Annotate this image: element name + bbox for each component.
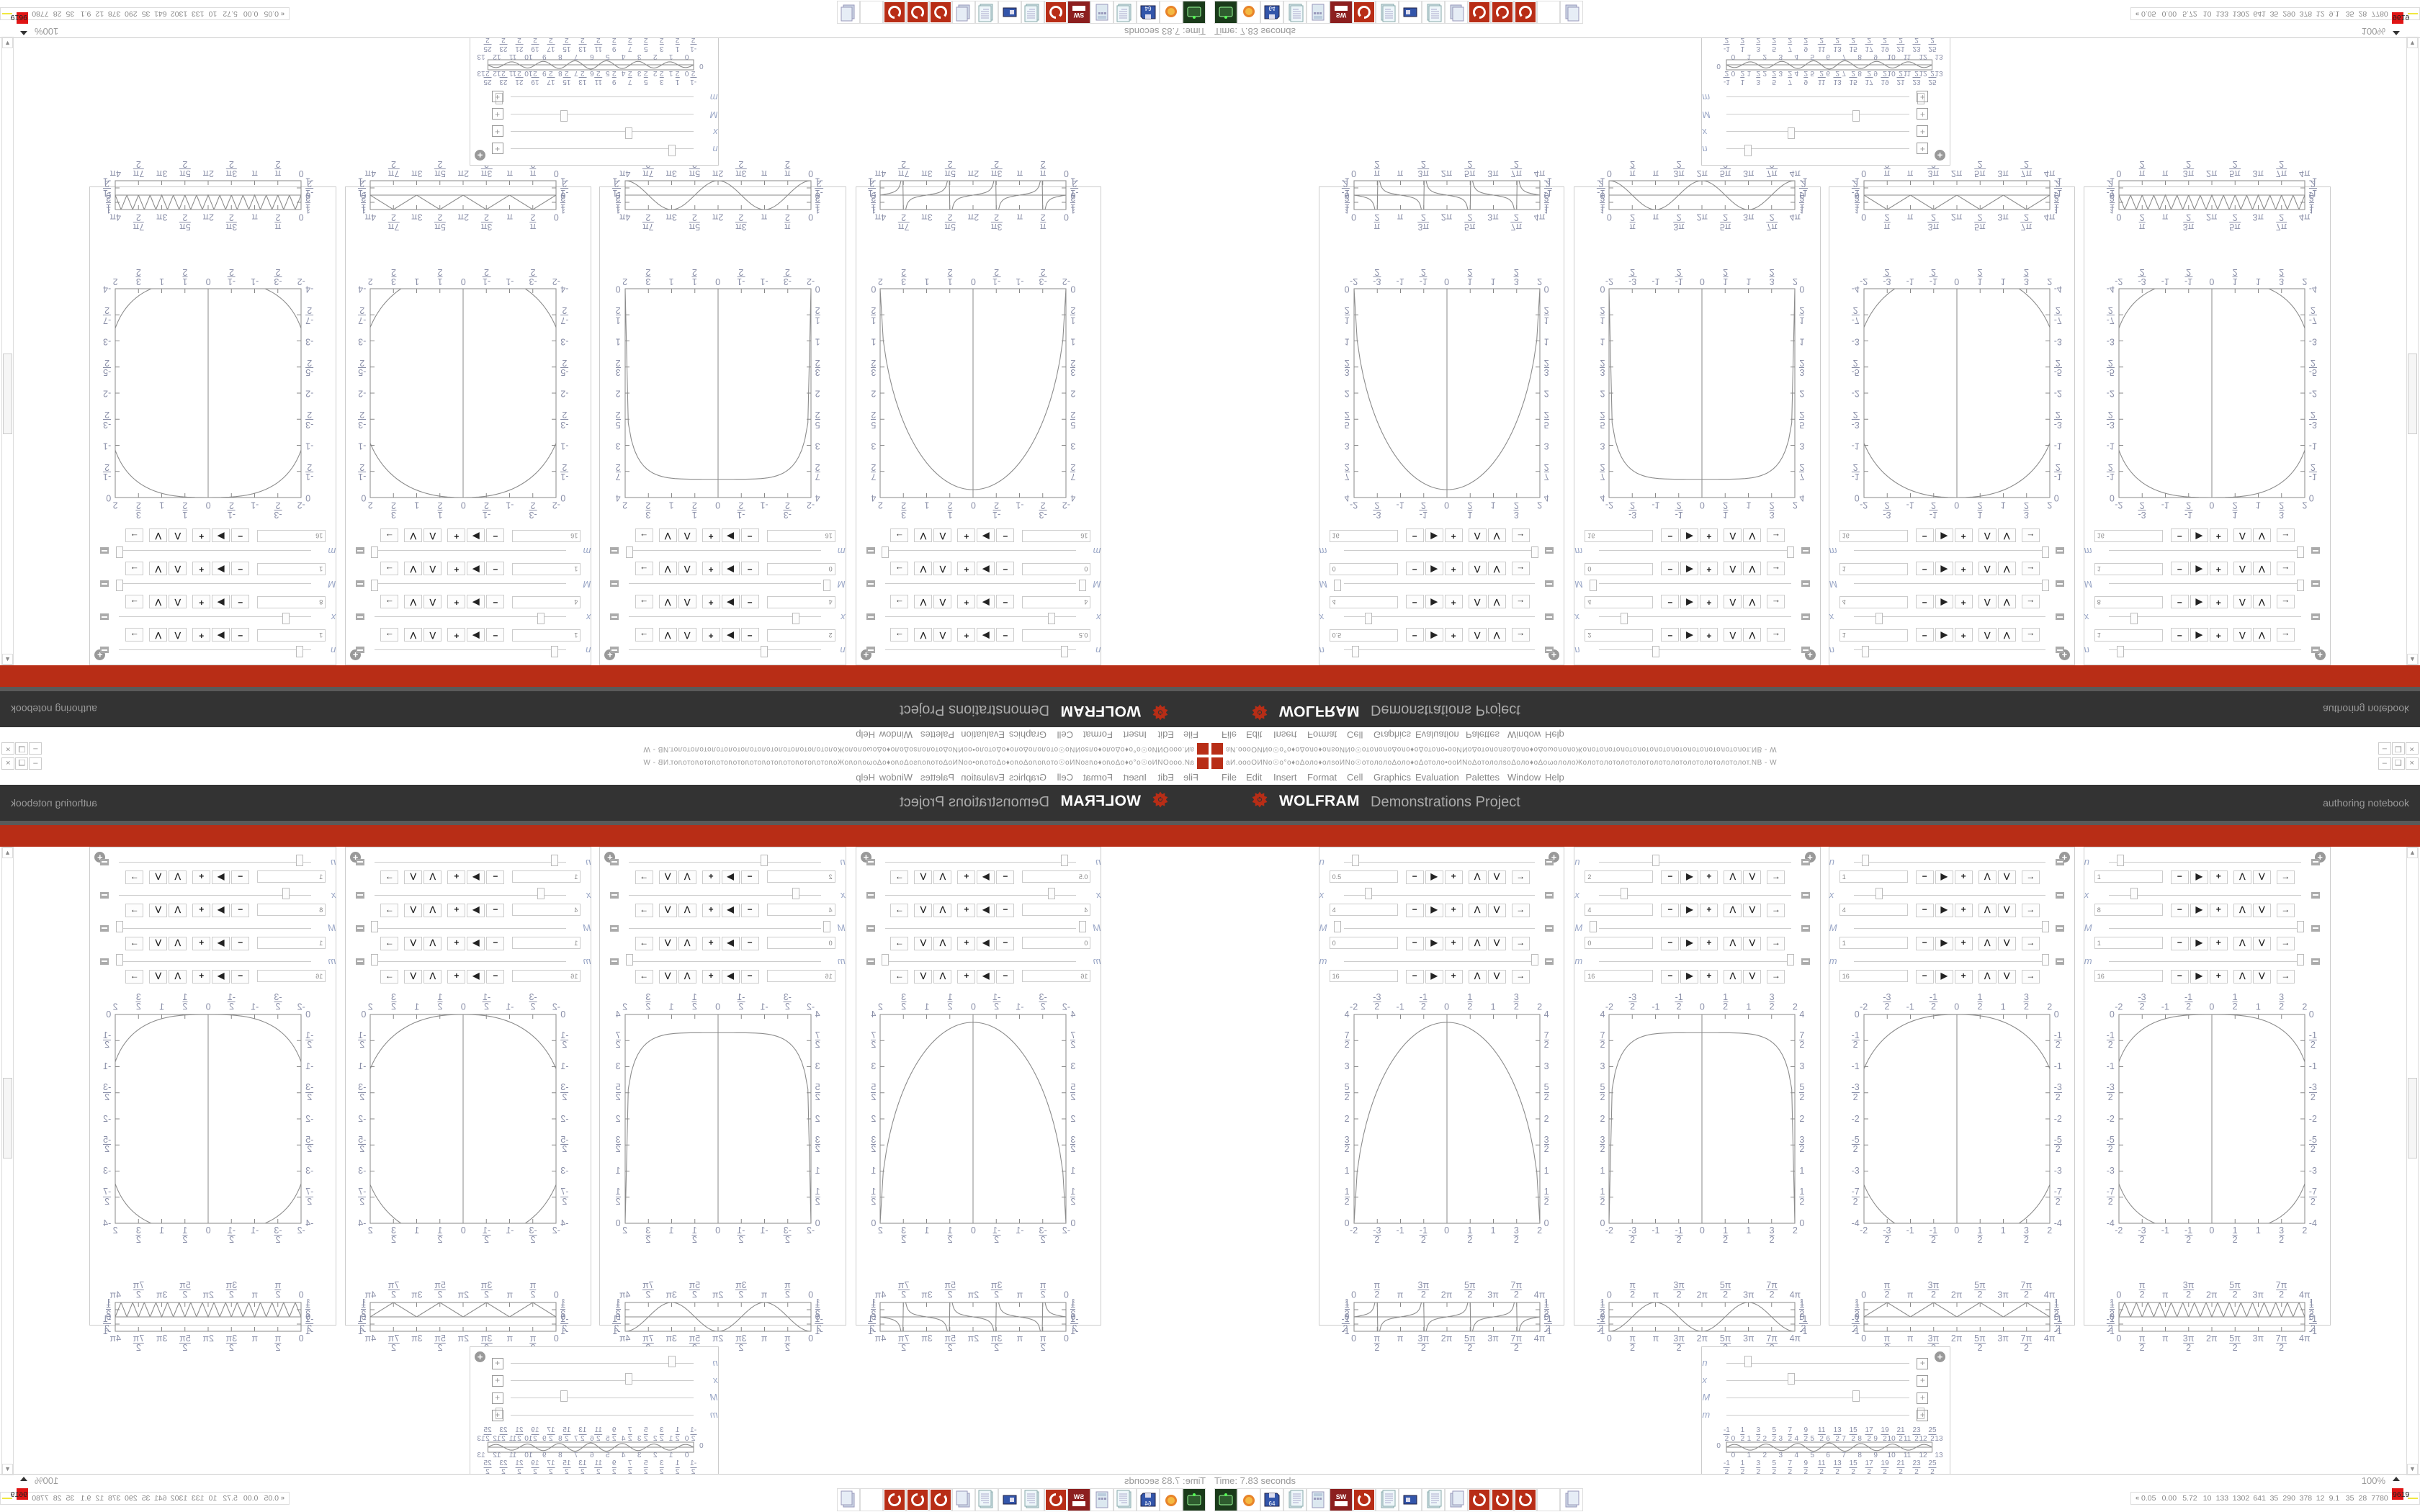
svg-text:64: 64: [1269, 5, 1276, 12]
svg-text:64: 64: [1144, 1500, 1151, 1507]
svg-text:64: 64: [1269, 1500, 1276, 1507]
svg-text:SW: SW: [1336, 1493, 1347, 1500]
svg-text:64: 64: [1144, 5, 1151, 12]
svg-text:SW: SW: [1073, 12, 1084, 19]
svg-text:SW: SW: [1336, 12, 1347, 19]
svg-text:SW: SW: [1073, 1493, 1084, 1500]
